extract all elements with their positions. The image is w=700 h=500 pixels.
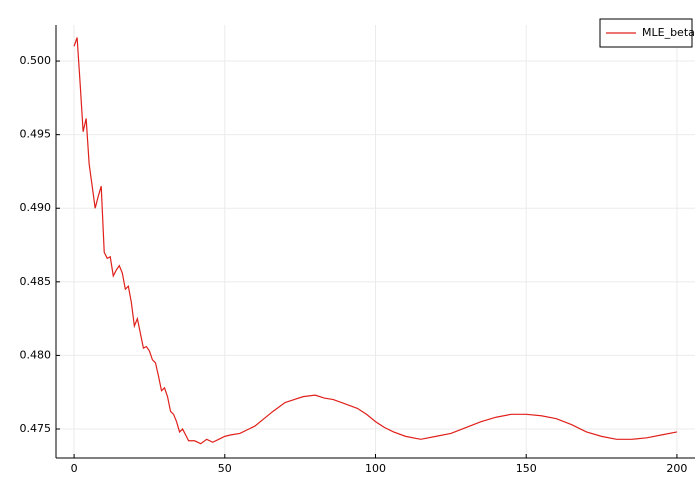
y-tick-label: 0.475 [20,422,52,435]
x-tick-label: 50 [218,462,232,475]
data-line [73,37,678,445]
y-tick-label: 0.495 [20,128,52,141]
y-tick-label: 0.485 [20,275,52,288]
x-tick-label: 150 [516,462,537,475]
y-tick-label: 0.490 [20,201,52,214]
x-tick-label: 0 [71,462,78,475]
legend: MLE_beta [599,18,695,48]
x-tick-label: 100 [365,462,386,475]
y-tick-label: 0.500 [20,54,52,67]
legend-label: MLE_beta [642,26,695,39]
y-tick-label: 0.480 [20,348,52,361]
x-tick-label: 200 [666,462,687,475]
